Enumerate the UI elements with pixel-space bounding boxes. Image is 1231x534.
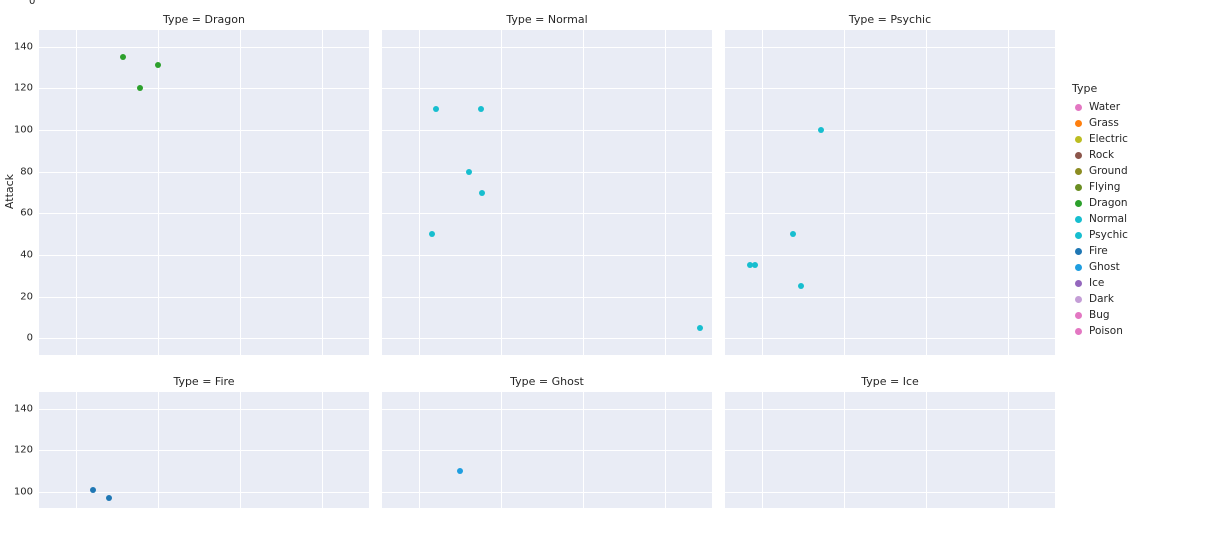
legend-swatch [1075,184,1082,191]
legend-label: Bug [1089,309,1110,321]
facet-panel: 020406080100120140 [39,30,369,355]
panel-title: Type = Normal [382,13,712,26]
legend-swatch [1075,120,1082,127]
legend-item: Ghost [1072,259,1128,275]
legend-label: Grass [1089,117,1119,129]
legend-swatch [1075,264,1082,271]
legend-label: Poison [1089,325,1123,337]
facet-panel: 100120140 [39,392,369,508]
legend-item: Poison [1072,323,1128,339]
scatter-point [106,495,112,501]
legend-label: Normal [1089,213,1127,225]
legend-item: Bug [1072,307,1128,323]
legend-swatch [1075,216,1082,223]
y-tick-label: 40 [20,250,39,261]
scatter-point [479,190,485,196]
scatter-point [457,468,463,474]
legend-swatch [1075,152,1082,159]
legend-label: Dark [1089,293,1114,305]
legend-label: Ground [1089,165,1128,177]
y-tick-label: 100 [14,487,39,498]
scatter-point [155,62,161,68]
legend-label: Ice [1089,277,1104,289]
legend-swatch [1075,312,1082,319]
legend-label: Water [1089,101,1120,113]
legend: Type Water Grass Electric Rock Ground Flying D… [1072,82,1128,339]
y-tick-label: 140 [14,41,39,52]
legend-item: Grass [1072,115,1128,131]
legend-swatch [1075,248,1082,255]
legend-item: Water [1072,99,1128,115]
facet-figure: 020406080100120140 Type = Dragon Type = No… [39,0,1061,534]
legend-label: Ghost [1089,261,1120,273]
legend-swatch [1075,232,1082,239]
panel-title: Type = Fire [39,375,369,388]
legend-swatch [1075,296,1082,303]
y-tick-label: 20 [20,291,39,302]
legend-item: Normal [1072,211,1128,227]
legend-label: Rock [1089,149,1114,161]
legend-swatch [1075,168,1082,175]
facet-panel [382,392,712,508]
legend-label: Psychic [1089,229,1128,241]
y-tick-label: 140 [14,403,39,414]
panel-title: Type = Ghost [382,375,712,388]
scatter-point [478,106,484,112]
scatter-point [466,169,472,175]
legend-label: Dragon [1089,197,1128,209]
scatter-point [120,54,126,60]
y-tick-label: 0 [27,333,39,344]
legend-title: Type [1072,82,1128,95]
scatter-point [137,85,143,91]
legend-swatch [1075,200,1082,207]
legend-item: Fire [1072,243,1128,259]
y-tick-label: 100 [14,125,39,136]
legend-item: Electric [1072,131,1128,147]
scatter-point [433,106,439,112]
panel-title: Type = Psychic [725,13,1055,26]
scatter-point [697,325,703,331]
legend-item: Ground [1072,163,1128,179]
legend-item: Ice [1072,275,1128,291]
panel-title: Type = Dragon [39,13,369,26]
y-tick-label: 120 [14,445,39,456]
legend-item: Psychic [1072,227,1128,243]
facet-panel [725,392,1055,508]
scatter-point [798,283,804,289]
y-axis-label: Attack [3,174,16,209]
legend-item: Dragon [1072,195,1128,211]
legend-swatch [1075,328,1082,335]
legend-item: Dark [1072,291,1128,307]
scatter-point [90,487,96,493]
scatter-point [790,231,796,237]
y-tick-label: 120 [14,83,39,94]
scatter-point [429,231,435,237]
facet-panel [725,30,1055,355]
legend-swatch [1075,280,1082,287]
scatter-point [818,127,824,133]
legend-item: Rock [1072,147,1128,163]
legend-label: Flying [1089,181,1120,193]
y-tick-label: 60 [20,208,39,219]
legend-swatch [1075,104,1082,111]
panel-title: Type = Ice [725,375,1055,388]
legend-label: Electric [1089,133,1128,145]
legend-swatch [1075,136,1082,143]
scatter-point [752,262,758,268]
legend-item: Flying [1072,179,1128,195]
legend-label: Fire [1089,245,1108,257]
top-tick-label: 0 [29,0,35,7]
y-tick-label: 80 [20,166,39,177]
facet-panel [382,30,712,355]
